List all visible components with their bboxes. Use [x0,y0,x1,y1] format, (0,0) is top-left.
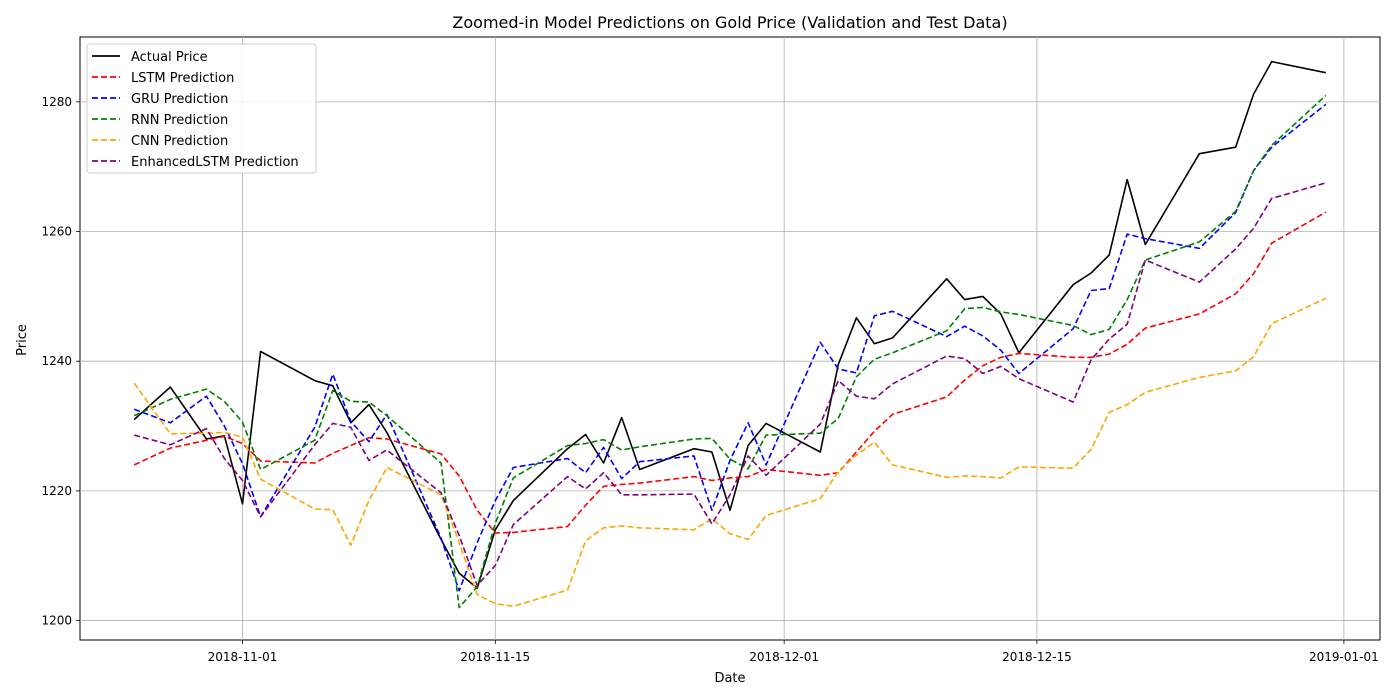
y-tick-label: 1220 [41,484,72,498]
y-tick-label: 1260 [41,225,72,239]
legend-label: EnhancedLSTM Prediction [131,155,299,170]
y-axis-label: Price [15,324,30,356]
x-tick-label: 2018-11-15 [460,650,530,664]
legend-label: CNN Prediction [131,134,228,149]
series-line-cnn-prediction [133,297,1327,608]
x-tick-label: 2018-11-01 [208,650,278,664]
series-line-actual-price [133,60,1326,589]
legend-box [86,43,317,174]
series-line-rnn-prediction [133,94,1327,609]
legend-label: RNN Prediction [131,113,228,128]
plot-frame [79,36,1381,641]
y-axis-ticks: 1200 1220 1240 1260 1280 [41,95,80,628]
x-axis-ticks: 2018-11-01 2018-11-15 2018-12-01 2018-12-15… [208,640,1379,664]
x-tick-label: 2019-01-01 [1309,650,1379,664]
grid [80,37,1380,640]
series-line-gru-prediction [133,103,1327,592]
y-tick-label: 1200 [41,614,72,628]
legend: Actual Price LSTM Prediction GRU Predictio… [86,43,317,174]
legend-label: LSTM Prediction [131,71,234,86]
chart-title: Zoomed-in Model Predictions on Gold Pric… [452,13,1007,32]
series-lines [133,60,1327,609]
y-tick-label: 1240 [41,354,72,368]
legend-label: Actual Price [131,50,208,65]
y-tick-label: 1280 [41,95,72,109]
series-line-enhancedlstm-prediction [133,182,1327,587]
legend-label: GRU Prediction [131,92,228,107]
x-tick-label: 2018-12-01 [749,650,819,664]
series-line-lstm-prediction [133,211,1327,534]
x-tick-label: 2018-12-15 [1002,650,1072,664]
x-axis-label: Date [714,671,745,686]
